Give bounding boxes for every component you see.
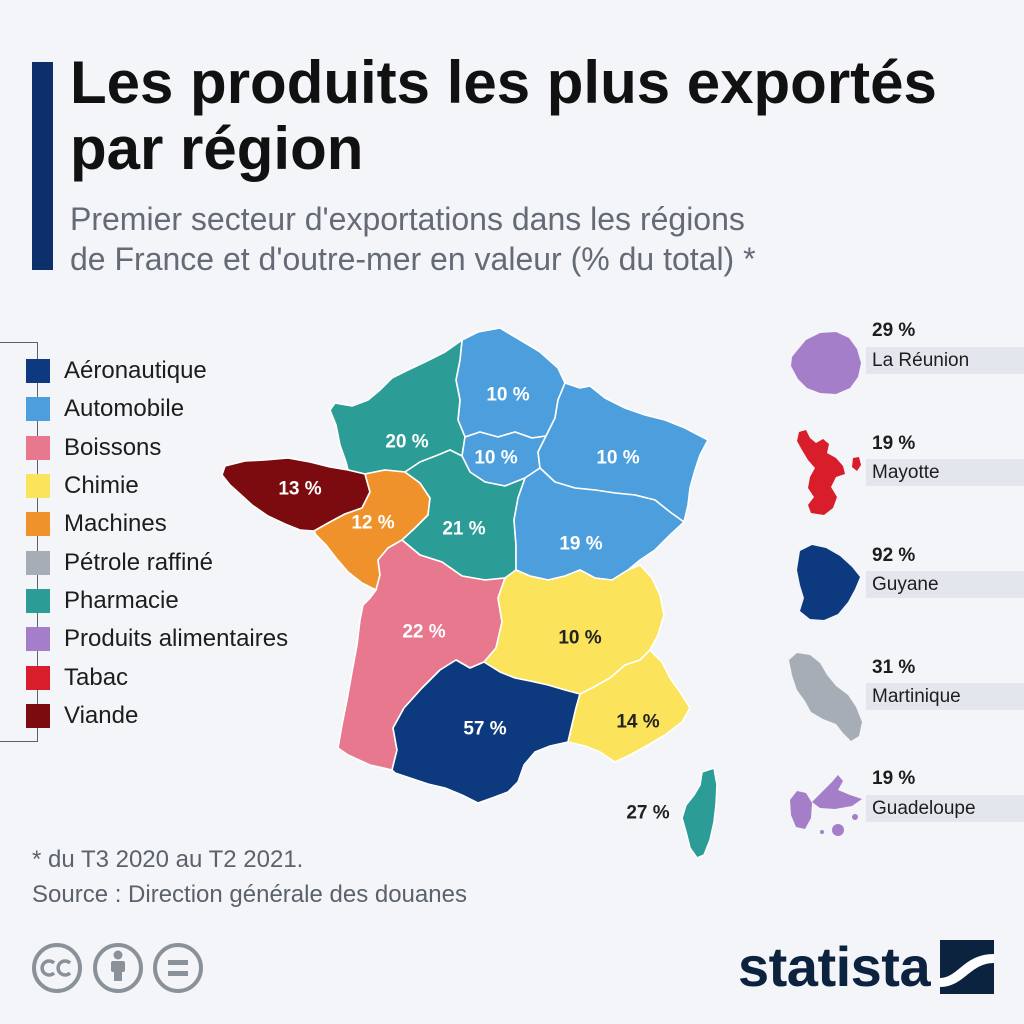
overseas-value: 92 % — [872, 545, 916, 566]
subtitle-line: de France et d'outre-mer en valeur (% du… — [70, 241, 756, 277]
overseas-name: La Réunion — [872, 350, 970, 371]
legend-label: Machines — [64, 510, 167, 538]
legend-item: Chimie — [26, 467, 346, 505]
region-value-label: 22 % — [402, 622, 445, 643]
footnote: * du T3 2020 au T2 2021. — [32, 846, 304, 873]
legend-item: Pétrole raffiné — [26, 543, 346, 581]
title-line: par région — [70, 115, 364, 182]
legend-item: Pharmacie — [26, 582, 346, 620]
legend-item: Machines — [26, 505, 346, 543]
france-map — [221, 327, 718, 859]
legend-item: Viande — [26, 697, 346, 735]
statista-logo-text: statista — [738, 935, 931, 998]
overseas-name-band: Martinique — [866, 683, 1024, 710]
region-occitanie — [391, 659, 581, 804]
region-value-label: 10 % — [486, 385, 529, 406]
overseas-name-band: La Réunion — [866, 347, 1024, 374]
legend-label: Chimie — [64, 472, 139, 500]
region-value-label: 57 % — [463, 719, 506, 740]
region-value-label: 10 % — [558, 628, 601, 649]
region-corse — [681, 767, 718, 859]
legend-item: Boissons — [26, 429, 346, 467]
legend-swatch — [26, 665, 50, 690]
page-title: Les produits les plus exportés par régio… — [70, 50, 1000, 182]
overseas-shape-martinique — [789, 653, 862, 741]
region-value-label: 14 % — [616, 712, 659, 733]
region-value-label: 10 % — [474, 448, 517, 469]
license-icons — [32, 943, 203, 993]
region-value-label: 20 % — [385, 432, 428, 453]
statista-logo-icon — [940, 940, 994, 994]
legend-swatch — [26, 627, 50, 652]
no-derivatives-icon — [153, 943, 203, 993]
subtitle-line: Premier secteur d'exportations dans les … — [70, 201, 745, 237]
overseas-shape-mayotte — [797, 430, 861, 515]
overseas-name: Martinique — [872, 686, 961, 707]
overseas-name-band: Guyane — [866, 571, 1024, 598]
overseas-name: Guadeloupe — [872, 798, 976, 819]
overseas-name: Guyane — [872, 574, 939, 595]
legend-item: Tabac — [26, 658, 346, 696]
source-note: Source : Direction générale des douanes — [32, 881, 467, 908]
legend-item: Aéronautique — [26, 352, 346, 390]
region-value-label: 27 % — [626, 803, 669, 824]
title-line: Les produits les plus exportés — [70, 49, 937, 116]
region-provence-alpes-cote-d-azur — [567, 649, 691, 763]
attribution-icon — [93, 943, 143, 993]
legend-swatch — [26, 474, 50, 499]
legend-label: Automobile — [64, 395, 185, 423]
region-labels: 10 % 20 % 10 % 10 % 13 % 12 % 21 % 19 % … — [278, 385, 669, 824]
legend-label: Pharmacie — [64, 586, 179, 614]
legend-swatch — [26, 435, 50, 460]
overseas-shape-guyane — [797, 545, 860, 620]
legend-swatch — [26, 703, 50, 728]
overseas-value: 29 % — [872, 320, 916, 341]
legend-swatch — [26, 359, 50, 384]
region-value-label: 13 % — [278, 479, 321, 500]
legend-label: Pétrole raffiné — [64, 548, 213, 576]
overseas-value: 31 % — [872, 657, 916, 678]
region-value-label: 10 % — [596, 448, 639, 469]
region-value-label: 19 % — [559, 534, 602, 555]
region-hauts-de-france — [455, 327, 566, 439]
overseas-name: Mayotte — [872, 462, 940, 483]
legend: Aéronautique Automobile Boissons Chimie … — [26, 352, 346, 735]
legend-swatch — [26, 588, 50, 613]
legend-label: Produits alimentaires — [64, 625, 289, 653]
legend-label: Aéronautique — [64, 357, 207, 385]
legend-label: Boissons — [64, 433, 162, 461]
legend-swatch — [26, 512, 50, 537]
overseas-map — [789, 332, 862, 836]
legend-label: Tabac — [64, 663, 129, 691]
legend-swatch — [26, 397, 50, 422]
cc-icon — [32, 943, 82, 993]
legend-bracket — [0, 342, 38, 742]
overseas-shape-la-reunion — [791, 332, 861, 394]
legend-label: Viande — [64, 701, 139, 729]
overseas-name-band: Guadeloupe — [866, 795, 1024, 822]
legend-item: Produits alimentaires — [26, 620, 346, 658]
region-value-label: 12 % — [351, 513, 394, 534]
overseas-value: 19 % — [872, 433, 916, 454]
legend-swatch — [26, 550, 50, 575]
overseas-shape-guadeloupe — [790, 775, 862, 836]
region-value-label: 21 % — [442, 519, 485, 540]
page-subtitle: Premier secteur d'exportations dans les … — [70, 199, 970, 279]
overseas-value: 19 % — [872, 768, 916, 789]
overseas-name-band: Mayotte — [866, 459, 1024, 486]
title-accent-bar — [32, 62, 53, 270]
legend-item: Automobile — [26, 390, 346, 428]
